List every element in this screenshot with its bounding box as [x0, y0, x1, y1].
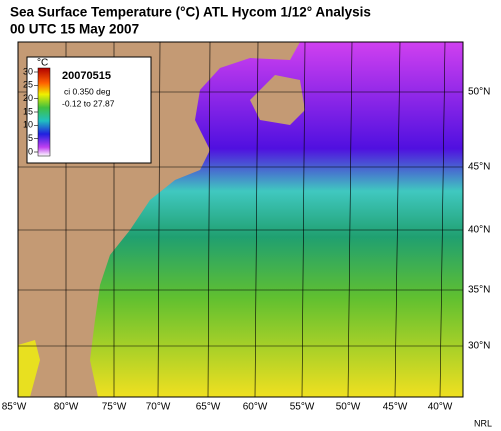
- colorbar-tick-label: 15: [23, 106, 33, 116]
- lat-label: 30°N: [468, 341, 490, 352]
- legend: °C 20070515 ci 0.350 deg -0.12 to 27.87: [26, 56, 152, 164]
- colorbar: [37, 67, 51, 157]
- lon-label: 65°W: [196, 402, 221, 413]
- lon-label: 75°W: [102, 402, 127, 413]
- legend-date: 20070515: [62, 70, 111, 82]
- gulf: [18, 340, 40, 397]
- lon-label: 45°W: [383, 402, 408, 413]
- lat-label: 45°N: [468, 162, 490, 173]
- subtitle: 00 UTC 15 May 2007: [10, 22, 139, 37]
- colorbar-tick-label: 10: [23, 120, 33, 130]
- graticule: [18, 41, 463, 398]
- lon-label: 55°W: [290, 402, 315, 413]
- legend-interval: ci 0.350 deg: [64, 86, 111, 96]
- lon-label: 50°W: [336, 402, 361, 413]
- lon-label: 80°W: [54, 402, 79, 413]
- lon-label: 60°W: [243, 402, 268, 413]
- legend-range: -0.12 to 27.87: [62, 98, 115, 108]
- credit: NRL: [474, 418, 492, 428]
- colorbar-tick-label: 0: [28, 146, 33, 156]
- lon-label: 40°W: [428, 402, 453, 413]
- lat-label: 50°N: [468, 87, 490, 98]
- legend-unit: °C: [37, 58, 48, 69]
- title: Sea Surface Temperature (°C) ATL Hycom 1…: [10, 5, 371, 20]
- colorbar-tick-label: 20: [23, 93, 33, 103]
- newfoundland: [250, 75, 305, 125]
- colorbar-tick-label: 30: [23, 66, 33, 76]
- lon-label: 85°W: [2, 402, 27, 413]
- lat-label: 40°N: [468, 225, 490, 236]
- map-frame: [17, 41, 464, 398]
- lon-label: 70°W: [146, 402, 171, 413]
- lat-label: 35°N: [468, 285, 490, 296]
- colorbar-tick-label: 25: [23, 80, 33, 90]
- colorbar-tick-label: 5: [28, 133, 33, 143]
